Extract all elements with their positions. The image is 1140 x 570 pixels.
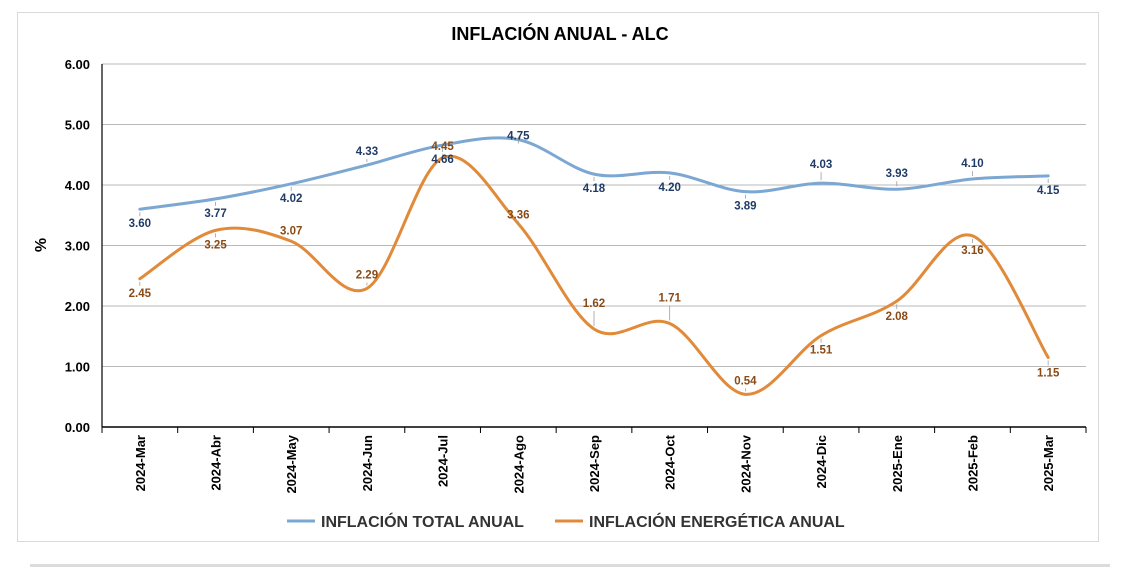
x-tick-label: 2024-Ago: [511, 435, 526, 494]
data-label: 4.75: [507, 131, 530, 143]
y-tick-label: 0.00: [65, 420, 90, 435]
data-label: 1.71: [658, 293, 681, 305]
x-tick-label: 2024-Mar: [133, 435, 148, 491]
y-tick-label: 6.00: [65, 57, 90, 72]
data-labels: 3.60 3.77 4.02 4.33 4.66 4.75 4.18 4.20 3.89 4.03…: [129, 131, 1060, 392]
y-tick-label: 1.00: [65, 360, 90, 375]
data-label: 3.07: [280, 225, 302, 237]
x-tick-label: 2024-Abr: [209, 435, 224, 491]
data-label: 4.20: [658, 182, 680, 194]
x-tick-label: 2024-Oct: [663, 434, 678, 490]
x-tick-label: 2024-Sep: [587, 435, 602, 492]
data-label: 1.15: [1037, 367, 1060, 379]
x-tick-label: 2025-Mar: [1041, 435, 1056, 491]
legend-label: INFLACIÓN ENERGÉTICA ANUAL: [589, 512, 845, 531]
x-tick-label: 2025-Ene: [890, 435, 905, 492]
cropped-footnote: [30, 560, 1110, 570]
data-label: 3.36: [507, 210, 529, 222]
y-tick-label: 5.00: [65, 118, 90, 133]
legend-label: INFLACIÓN TOTAL ANUAL: [321, 512, 524, 531]
data-label: 4.45: [431, 141, 454, 153]
data-label: 3.25: [204, 239, 227, 251]
y-tick-labels: 0.00 1.00 2.00 3.00 4.00 5.00 6.00: [65, 57, 90, 435]
data-label: 4.18: [583, 183, 606, 195]
data-label: 3.77: [204, 208, 226, 220]
y-tick-label: 2.00: [65, 299, 90, 314]
y-axis-label: %: [33, 238, 50, 252]
data-label: 1.62: [583, 298, 605, 310]
data-label: 3.60: [129, 218, 151, 230]
x-tick-label: 2024-Jun: [360, 435, 375, 491]
data-label: 4.10: [961, 158, 983, 170]
x-tick-label: 2025-Feb: [965, 435, 980, 491]
gridlines: [101, 63, 1087, 433]
data-label: 2.45: [129, 288, 152, 300]
data-label: 3.93: [886, 168, 908, 180]
data-label: 4.15: [1037, 185, 1060, 197]
data-label: 0.54: [734, 375, 757, 387]
data-label: 3.89: [734, 201, 756, 213]
x-tick-label: 2024-May: [284, 434, 299, 493]
x-tick-label: 2024-Dic: [814, 435, 829, 488]
y-tick-label: 3.00: [65, 239, 90, 254]
data-label: 1.51: [810, 345, 833, 357]
data-label: 4.33: [356, 146, 378, 158]
data-label: 2.08: [886, 311, 909, 323]
legend: INFLACIÓN TOTAL ANUAL INFLACIÓN ENERGÉTIC…: [287, 512, 845, 531]
x-tick-label: 2024-Nov: [738, 434, 753, 493]
data-label: 4.66: [431, 154, 453, 166]
data-label: 2.29: [356, 269, 378, 281]
series-lines: [138, 136, 1050, 396]
chart-title: INFLACIÓN ANUAL - ALC: [451, 23, 668, 44]
x-tick-labels: 2024-Mar 2024-Abr 2024-May 2024-Jun 2024-Jul…: [133, 434, 1056, 493]
series-line-total: [138, 136, 1050, 211]
data-label: 4.03: [810, 159, 832, 171]
y-tick-label: 4.00: [65, 178, 90, 193]
x-tick-label: 2024-Jul: [436, 435, 451, 487]
data-label: 3.16: [961, 245, 983, 257]
data-label: 4.02: [280, 193, 302, 205]
